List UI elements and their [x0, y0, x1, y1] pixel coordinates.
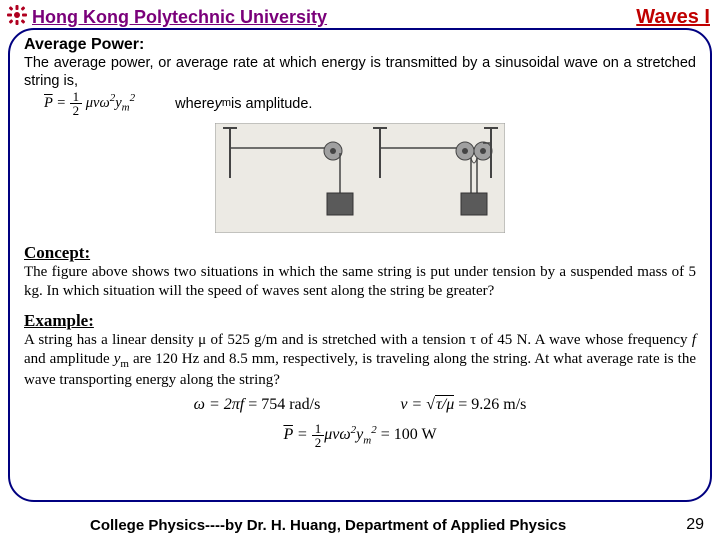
- example-ym-sub: m: [120, 358, 129, 370]
- formula-p-symbol: P: [44, 95, 53, 111]
- p-eq: =: [293, 426, 312, 443]
- avg-power-formula-inline: P = 12 μνω2ym2: [44, 90, 135, 117]
- content-frame: Average Power: The average power, or ave…: [8, 28, 712, 502]
- p-val: = 100 W: [377, 426, 437, 443]
- formula-equals: =: [53, 95, 70, 111]
- v-lhs: ν =: [400, 396, 426, 413]
- university-block: Hong Kong Polytechnic University: [6, 4, 327, 31]
- example-p3: of 45 N. A wave whose frequency: [476, 332, 692, 348]
- p-frac-num: 1: [312, 422, 325, 436]
- solution-velocity: ν = √τ/μ = 9.26 m/s: [400, 396, 526, 414]
- example-p2: of 525 g/m and is stretched with a tensi…: [206, 332, 470, 348]
- avg-power-text-tail: is amplitude.: [231, 95, 312, 113]
- university-logo-icon: [6, 4, 28, 31]
- avg-power-text-before: The average power, or average rate at wh…: [24, 54, 696, 90]
- slide-footer: College Physics----by Dr. H. Huang, Depa…: [0, 516, 720, 534]
- p-frac-den: 2: [312, 436, 325, 449]
- example-p1: A string has a linear density: [24, 332, 198, 348]
- footer-text: College Physics----by Dr. H. Huang, Depa…: [90, 517, 566, 534]
- omega-val: = 754 rad/s: [244, 396, 320, 413]
- example-text: A string has a linear density μ of 525 g…: [24, 331, 696, 390]
- formula-rhs: μνω: [86, 95, 110, 111]
- v-val: = 9.26 m/s: [454, 396, 526, 413]
- avg-power-text-after: where: [175, 95, 215, 113]
- v-sqrt: τ/μ: [435, 395, 454, 413]
- p-ym-sub: m: [363, 434, 371, 446]
- example-mu: μ: [198, 332, 206, 348]
- solution-omega: ω = 2πf = 754 rad/s: [194, 396, 321, 414]
- example-heading: Example:: [24, 311, 696, 331]
- solution-row-1: ω = 2πf = 754 rad/s ν = √τ/μ = 9.26 m/s: [24, 396, 696, 414]
- university-title: Hong Kong Polytechnic University: [32, 7, 327, 28]
- p-body: μνω: [324, 426, 350, 443]
- p-symbol: P: [283, 426, 292, 443]
- solution-row-2: P = 12μνω2ym2 = 100 W: [24, 422, 696, 449]
- example-f: f: [692, 332, 696, 348]
- formula-frac-num: 1: [70, 90, 83, 104]
- formula-ym-exp: 2: [130, 92, 136, 104]
- page-number: 29: [686, 516, 704, 534]
- avg-power-heading: Average Power:: [24, 36, 696, 54]
- concept-text: The figure above shows two situations in…: [24, 263, 696, 301]
- avg-power-amp-symbol: y: [215, 95, 222, 113]
- example-p4: and amplitude: [24, 351, 114, 367]
- avg-power-amp-sub: m: [222, 97, 231, 111]
- avg-power-description: The average power, or average rate at wh…: [24, 54, 696, 117]
- concept-heading: Concept:: [24, 243, 696, 263]
- chapter-title: Waves I: [636, 6, 710, 29]
- formula-ym-sub: m: [122, 102, 130, 114]
- formula-frac-den: 2: [70, 104, 83, 117]
- solution-power: P = 12μνω2ym2 = 100 W: [283, 422, 436, 449]
- string-tension-illustration: [215, 123, 505, 233]
- omega-lhs: ω = 2π: [194, 396, 240, 413]
